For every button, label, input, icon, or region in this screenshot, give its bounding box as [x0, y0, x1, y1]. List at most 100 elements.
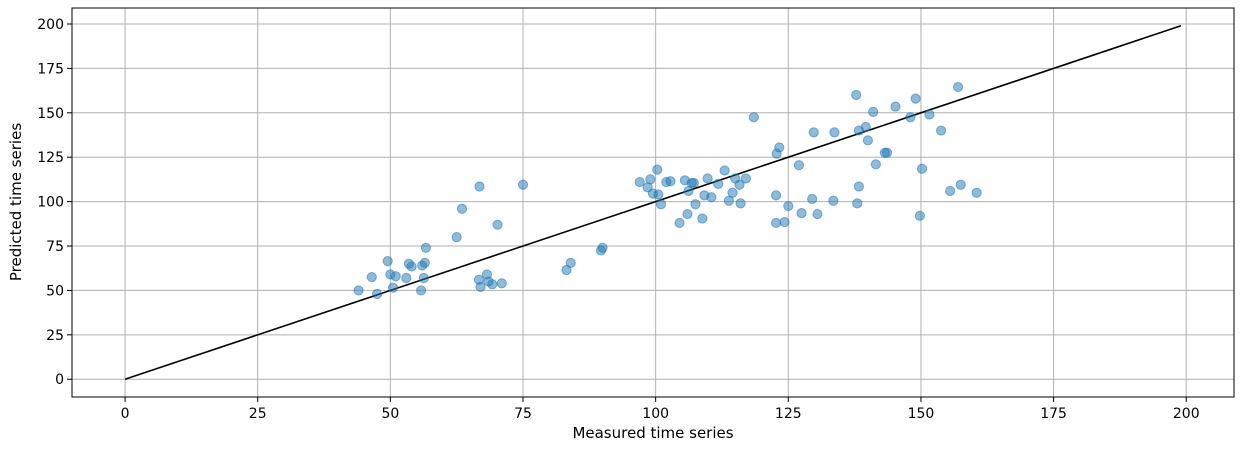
scatter-point [936, 125, 947, 136]
scatter-point [860, 121, 871, 133]
scatter-point [713, 178, 724, 189]
scatter-point [371, 288, 383, 300]
y-tick-label: 175 [37, 61, 64, 77]
scatter-point [945, 185, 956, 197]
scatter-point [851, 89, 862, 101]
x-tick-label: 75 [514, 406, 532, 422]
y-tick-label: 75 [46, 239, 64, 255]
scatter-point [387, 282, 399, 293]
y-tick-label: 50 [46, 283, 64, 299]
scatter-point [634, 176, 645, 188]
x-tick-label: 175 [1040, 406, 1067, 422]
scatter-point [852, 198, 863, 209]
scatter-point [890, 101, 901, 112]
scatter-point [674, 217, 685, 229]
scatter-point [774, 142, 785, 153]
scatter-point [419, 257, 430, 268]
scatter-point [688, 177, 699, 189]
x-tick-label: 25 [249, 406, 267, 422]
scatter-point [914, 210, 925, 221]
y-tick-label: 125 [37, 150, 64, 166]
scatter-point [770, 217, 782, 229]
x-axis-label: Measured time series [572, 424, 733, 442]
scatter-point [719, 165, 730, 176]
scatter-point [353, 285, 364, 296]
scatter-point [955, 179, 966, 190]
scatter-point [779, 216, 790, 228]
x-tick-label: 200 [1173, 406, 1200, 422]
scatter-point [727, 187, 738, 198]
x-tick-label: 50 [381, 406, 399, 422]
scatter-point [645, 174, 656, 185]
scatter-point [916, 163, 928, 174]
scatter-point [924, 109, 935, 120]
scatter-points [353, 81, 982, 300]
scatter-point [420, 242, 432, 253]
scatter-point [655, 199, 667, 210]
scatter-point [451, 232, 462, 243]
scatter-point [418, 272, 429, 284]
y-axis-label: Predicted time series [7, 123, 25, 281]
x-tick-label: 150 [908, 406, 935, 422]
y-tick-label: 100 [37, 195, 64, 211]
y-tick-marks: 0 25 50 75 100 125 150 175 200 [37, 17, 72, 388]
scatter-point [682, 208, 693, 220]
scatter-point [456, 203, 468, 214]
scatter-point [401, 272, 412, 284]
scatter-point [366, 272, 377, 283]
scatter-point [597, 242, 608, 253]
scatter-point [829, 127, 840, 138]
scatter-point [828, 195, 839, 206]
scatter-point [783, 200, 794, 212]
y-tick-label: 200 [37, 17, 64, 33]
scatter-point [487, 279, 498, 290]
x-tick-label: 125 [775, 406, 802, 422]
x-tick-label: 100 [642, 406, 669, 422]
scatter-point [652, 164, 663, 175]
y-tick-label: 25 [46, 328, 64, 344]
y-tick-label: 150 [37, 106, 64, 122]
scatter-point [690, 199, 701, 210]
scatter-point [496, 278, 507, 289]
y-tick-label: 0 [55, 372, 64, 388]
scatter-point [881, 147, 893, 158]
scatter-point [702, 173, 713, 184]
scatter-point [910, 93, 921, 104]
scatter-point [807, 193, 818, 205]
scatter-point [706, 192, 717, 203]
scatter-point [492, 219, 503, 230]
scatter-point [416, 285, 427, 296]
scatter-point [565, 257, 576, 268]
scatter-point [862, 135, 873, 146]
scatter-point [475, 281, 486, 292]
x-tick-label: 0 [121, 406, 130, 422]
plot-area-border [71, 7, 1235, 398]
scatter-point [390, 271, 401, 282]
scatter-point [474, 181, 485, 192]
scatter-point [748, 112, 759, 123]
scatter-point [952, 81, 964, 93]
scatter-point [868, 106, 879, 118]
identity-line [124, 25, 1182, 380]
scatter-point [812, 208, 823, 220]
scatter-point [971, 187, 982, 198]
scatter-point [905, 112, 916, 123]
x-tick-marks: 0 25 50 75 100 125 150 175 200 [121, 397, 1200, 422]
scatter-point [406, 261, 417, 272]
scatter-point [734, 179, 745, 190]
reference-line-layer [124, 25, 1182, 380]
scatter-point [382, 256, 393, 267]
scatter-point [870, 159, 881, 170]
plot-frame [71, 7, 1235, 398]
scatter-point [740, 173, 751, 184]
scatter-point [808, 127, 819, 138]
scatter-point [770, 190, 782, 201]
scatter-point [853, 181, 864, 192]
scatter-point [735, 198, 746, 209]
scatter-point [697, 213, 708, 224]
scatter-point [796, 208, 807, 219]
grid-lines [72, 8, 1234, 397]
scatter-point [517, 179, 529, 190]
scatter-point [793, 160, 805, 171]
